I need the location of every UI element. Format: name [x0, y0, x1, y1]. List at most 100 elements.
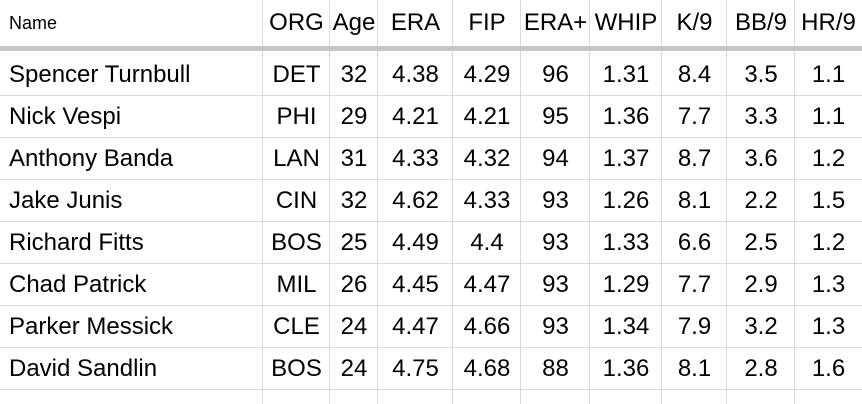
table-cell-age[interactable]: 24 [340, 355, 368, 382]
table-cell-org[interactable]: PHI [276, 103, 317, 130]
table-cell-name[interactable]: Parker Messick [9, 313, 174, 340]
table-cell-k-per-9[interactable]: 8.7 [677, 145, 712, 172]
table-cell-hr-per-9[interactable]: 1.5 [811, 187, 846, 214]
column-header-org[interactable]: ORG [269, 9, 324, 36]
column-header-fip[interactable]: FIP [468, 9, 506, 36]
table-cell-org[interactable]: BOS [271, 229, 322, 256]
table-cell-era[interactable]: 4.45 [392, 271, 439, 298]
table-cell-k-per-9[interactable]: 6.6 [677, 229, 712, 256]
table-cell-name[interactable]: Spencer Turnbull [9, 61, 191, 88]
table-cell-era[interactable]: 4.38 [392, 61, 439, 88]
table-cell-hr-per-9[interactable]: 1.1 [811, 61, 846, 88]
table-cell-fip[interactable]: 4.66 [463, 313, 511, 340]
table-cell-hr-per-9[interactable]: 1.6 [811, 355, 846, 382]
table-cell-age[interactable]: 29 [340, 103, 368, 130]
table-cell-bb-per-9[interactable]: 2.5 [744, 229, 778, 256]
table-cell-bb-per-9[interactable]: 3.5 [744, 61, 778, 88]
table-cell-era-plus[interactable]: 94 [542, 145, 569, 172]
table-cell-era[interactable]: 4.47 [392, 313, 439, 340]
table-cell-fip[interactable]: 4.21 [463, 103, 511, 130]
table-cell-bb-per-9[interactable]: 2.9 [744, 271, 778, 298]
table-cell-whip[interactable]: 1.34 [602, 313, 650, 340]
column-header-era-plus[interactable]: ERA+ [523, 9, 588, 36]
table-cell-fip[interactable]: 4.47 [463, 271, 511, 298]
row-divider [0, 389, 862, 390]
table-cell-bb-per-9[interactable]: 3.6 [744, 145, 778, 172]
table-cell-name[interactable]: Anthony Banda [9, 145, 174, 172]
table-cell-fip[interactable]: 4.4 [470, 229, 504, 256]
table-cell-era-plus[interactable]: 93 [542, 271, 569, 298]
column-divider [329, 0, 330, 404]
table-cell-era[interactable]: 4.21 [392, 103, 439, 130]
table-cell-k-per-9[interactable]: 8.4 [677, 61, 712, 88]
table-cell-name[interactable]: David Sandlin [9, 355, 158, 382]
table-cell-hr-per-9[interactable]: 1.2 [811, 145, 846, 172]
table-cell-org[interactable]: BOS [271, 355, 322, 382]
row-divider [0, 347, 862, 348]
table-cell-age[interactable]: 26 [340, 271, 368, 298]
table-cell-name[interactable]: Nick Vespi [9, 103, 122, 130]
table-cell-whip[interactable]: 1.33 [602, 229, 650, 256]
table-cell-hr-per-9[interactable]: 1.1 [811, 103, 846, 130]
column-divider [452, 0, 453, 404]
table-cell-era-plus[interactable]: 93 [542, 229, 569, 256]
table-cell-fip[interactable]: 4.29 [463, 61, 511, 88]
table-cell-whip[interactable]: 1.26 [602, 187, 650, 214]
table-cell-k-per-9[interactable]: 7.7 [677, 103, 712, 130]
table-cell-era[interactable]: 4.49 [392, 229, 439, 256]
column-header-name[interactable]: Name [9, 13, 58, 33]
table-cell-org[interactable]: CIN [275, 187, 318, 214]
table-cell-age[interactable]: 25 [340, 229, 368, 256]
column-header-era[interactable]: ERA [390, 9, 441, 36]
table-cell-whip[interactable]: 1.31 [602, 61, 650, 88]
table-cell-name[interactable]: Jake Junis [9, 187, 123, 214]
row-divider [0, 137, 862, 138]
table-cell-fip[interactable]: 4.68 [463, 355, 511, 382]
column-header-k-per-9[interactable]: K/9 [676, 9, 713, 36]
column-divider [661, 0, 662, 404]
column-header-bb-per-9[interactable]: BB/9 [734, 9, 788, 36]
table-cell-k-per-9[interactable]: 8.1 [677, 187, 712, 214]
table-cell-bb-per-9[interactable]: 3.2 [744, 313, 778, 340]
table-cell-bb-per-9[interactable]: 2.8 [744, 355, 778, 382]
table-cell-era-plus[interactable]: 96 [542, 61, 569, 88]
frozen-row-divider[interactable] [0, 46, 862, 51]
table-cell-org[interactable]: MIL [276, 271, 317, 298]
table-cell-whip[interactable]: 1.37 [602, 145, 650, 172]
table-cell-age[interactable]: 24 [340, 313, 368, 340]
column-header-hr-per-9[interactable]: HR/9 [801, 9, 856, 36]
table-cell-fip[interactable]: 4.32 [463, 145, 511, 172]
table-cell-whip[interactable]: 1.36 [602, 103, 650, 130]
row-divider [0, 179, 862, 180]
table-cell-k-per-9[interactable]: 8.1 [677, 355, 712, 382]
table-cell-k-per-9[interactable]: 7.7 [677, 271, 712, 298]
table-cell-era-plus[interactable]: 88 [542, 355, 569, 382]
table-cell-era-plus[interactable]: 93 [542, 187, 569, 214]
table-cell-bb-per-9[interactable]: 2.2 [744, 187, 778, 214]
table-cell-fip[interactable]: 4.33 [463, 187, 511, 214]
table-cell-name[interactable]: Chad Patrick [9, 271, 147, 298]
table-cell-era[interactable]: 4.62 [392, 187, 439, 214]
table-cell-age[interactable]: 31 [340, 145, 368, 172]
column-header-age[interactable]: Age [332, 9, 376, 36]
table-cell-age[interactable]: 32 [340, 61, 368, 88]
table-cell-org[interactable]: LAN [273, 145, 320, 172]
table-cell-hr-per-9[interactable]: 1.3 [811, 271, 846, 298]
column-divider [794, 0, 795, 404]
table-cell-org[interactable]: DET [272, 61, 321, 88]
table-cell-k-per-9[interactable]: 7.9 [677, 313, 712, 340]
column-header-whip[interactable]: WHIP [594, 9, 658, 36]
table-cell-whip[interactable]: 1.29 [602, 271, 650, 298]
table-cell-org[interactable]: CLE [273, 313, 320, 340]
table-cell-whip[interactable]: 1.36 [602, 355, 650, 382]
table-cell-era[interactable]: 4.33 [392, 145, 439, 172]
table-cell-bb-per-9[interactable]: 3.3 [744, 103, 778, 130]
table-cell-hr-per-9[interactable]: 1.3 [811, 313, 846, 340]
table-cell-era[interactable]: 4.75 [392, 355, 439, 382]
table-cell-hr-per-9[interactable]: 1.2 [811, 229, 846, 256]
table-cell-era-plus[interactable]: 93 [542, 313, 569, 340]
table-cell-name[interactable]: Richard Fitts [9, 229, 144, 256]
table-cell-age[interactable]: 32 [340, 187, 368, 214]
table-cell-era-plus[interactable]: 95 [542, 103, 569, 130]
